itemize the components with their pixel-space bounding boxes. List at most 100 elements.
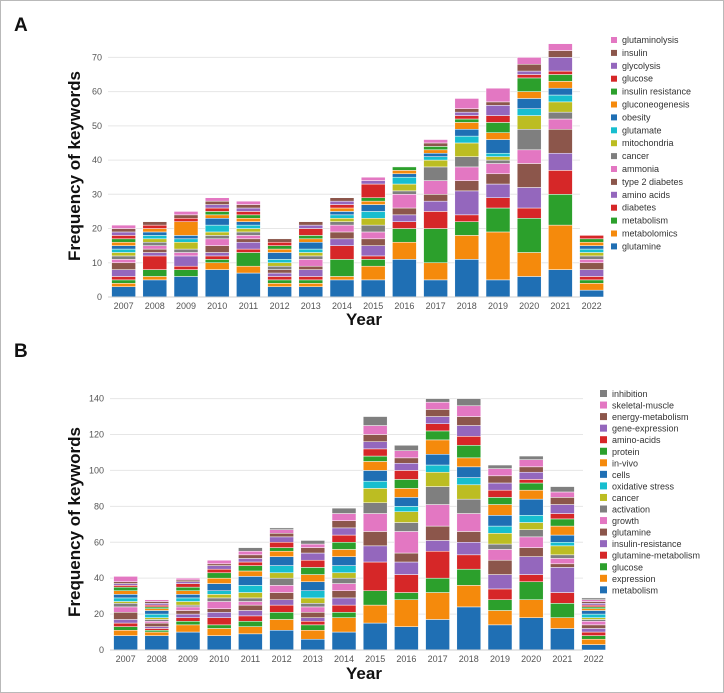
- panel-a-bar-segment: [423, 262, 448, 281]
- panel-a-bar-segment: [454, 129, 480, 137]
- panel-a-x-tick-label: 2017: [426, 301, 446, 311]
- panel-b-bar-segment: [144, 604, 170, 608]
- panel-b-bar-segment: [394, 531, 419, 554]
- panel-a-bar-segment: [267, 265, 292, 270]
- panel-b-bar-segment: [331, 617, 357, 633]
- panel-b-bar-segment: [175, 581, 201, 584]
- panel-a-bar-segment: [579, 289, 604, 298]
- panel-b-bar-segment: [269, 529, 294, 534]
- panel-b-bar-segment: [238, 615, 263, 622]
- panel-a-legend-label: glutaminolysis: [622, 35, 679, 45]
- panel-b-bar-segment: [331, 612, 357, 618]
- panel-b-bar-segment: [144, 608, 170, 611]
- panel-a-bar-segment: [298, 276, 324, 281]
- panel-b-legend-swatch: [600, 413, 607, 421]
- panel-a-bar-segment: [111, 255, 136, 260]
- panel-a-bar-segment: [267, 248, 292, 253]
- panel-a-bar-segment: [111, 224, 136, 229]
- panel-b-bar-segment: [550, 554, 575, 559]
- panel-a-bar-segment: [204, 211, 230, 216]
- panel-a-bar-segment: [142, 279, 168, 298]
- panel-a-bar-segment: [392, 228, 417, 243]
- panel-a-bar-segment: [360, 211, 386, 219]
- panel-b-bar-segment: [425, 540, 450, 552]
- panel-b-bar-segment: [331, 520, 357, 529]
- panel-b-bar-segment: [300, 540, 326, 545]
- panel-b-bar-segment: [456, 542, 482, 556]
- panel-b-bar-segment: [269, 550, 294, 557]
- panel-a-bar-segment: [142, 269, 168, 277]
- panel-a-bar-segment: [454, 108, 480, 113]
- panel-b-bar-segment: [206, 590, 232, 595]
- panel-b-bar-segment: [487, 574, 513, 590]
- panel-a-legend-label: gluconeogenesis: [622, 100, 690, 110]
- panel-b-bar-segment: [425, 454, 450, 466]
- panel-b-bar-segment: [362, 590, 388, 606]
- panel-b-bar-segment: [425, 577, 450, 593]
- panel-b-bar-segment: [238, 570, 263, 577]
- panel-b-bar-segment: [456, 457, 482, 468]
- panel-a-bar-segment: [204, 207, 230, 212]
- panel-a-bar-segment: [423, 146, 448, 151]
- panel-a-bar-segment: [516, 63, 542, 72]
- panel-b-bar-segment: [300, 590, 326, 599]
- panel-b-bar-segment: [394, 479, 419, 489]
- panel-a-bar-segment: [516, 74, 542, 79]
- panel-b-legend-label: oxidative stress: [612, 481, 675, 491]
- panel-a-bar-segment: [548, 194, 573, 226]
- panel-a-bar-segment: [111, 279, 136, 284]
- panel-a-bar-segment: [392, 170, 417, 175]
- panel-a-bar-segment: [204, 252, 230, 257]
- panel-b-bar-segment: [518, 515, 544, 523]
- panel-b-bar-segment: [394, 450, 419, 459]
- panel-b-bar-segment: [362, 622, 388, 651]
- panel-a-bar-segment: [454, 135, 480, 144]
- panel-b-bar-segment: [581, 606, 606, 609]
- panel-b-legend-swatch: [600, 528, 607, 536]
- panel-b-bar-segment: [487, 549, 513, 561]
- panel-a-bar-segment: [111, 286, 136, 298]
- panel-a-legend-label: ammonia: [622, 164, 659, 174]
- panel-a-x-tick-label: 2021: [550, 301, 570, 311]
- panel-a-bar-segment: [111, 259, 136, 264]
- panel-b-bar-segment: [175, 610, 201, 615]
- panel-b-bar-segment: [331, 604, 357, 613]
- panel-b-bar-segment: [394, 574, 419, 593]
- panel-b-bar-segment: [425, 525, 450, 541]
- panel-a-bar-segment: [329, 218, 355, 222]
- panel-b-bar-segment: [113, 603, 138, 608]
- panel-b-bar-segment: [487, 610, 513, 626]
- panel-b-legend-label: protein: [612, 447, 640, 457]
- panel-a-legend-swatch: [611, 62, 617, 69]
- panel-a-bar-segment: [360, 180, 386, 185]
- panel-b-bar-segment: [331, 542, 357, 550]
- panel-b-bar-segment: [144, 599, 170, 602]
- panel-a-bar-segment: [267, 262, 292, 267]
- panel-a-bar-segment: [392, 166, 417, 171]
- panel-b-bar-segment: [300, 543, 326, 548]
- panel-a-bar-segment: [329, 224, 355, 233]
- panel-a-bar-segment: [142, 276, 168, 281]
- panel-a-bar-segment: [579, 262, 604, 270]
- panel-a-bar-segment: [548, 129, 573, 154]
- panel-b-bar-segment: [300, 621, 326, 626]
- panel-a-bar-segment: [236, 207, 261, 212]
- panel-b-bar-segment: [206, 608, 232, 613]
- panel-b-bar-segment: [456, 477, 482, 486]
- panel-b-bar-segment: [425, 439, 450, 455]
- panel-a-bar-segment: [516, 163, 542, 188]
- panel-b-bar-segment: [144, 622, 170, 627]
- panel-b-bar-segment: [113, 612, 138, 620]
- panel-a-bar-segment: [392, 214, 417, 222]
- panel-a-bar-segment: [579, 245, 604, 250]
- panel-a-bar-segment: [173, 218, 199, 222]
- panel-b-legend-label: glutamine: [612, 528, 651, 538]
- panel-b-bar-segment: [394, 599, 419, 627]
- panel-b-bar-segment: [456, 425, 482, 437]
- panel-a-bar-segment: [485, 163, 511, 175]
- panel-b-bar-segment: [175, 586, 201, 591]
- panel-a-bar-segment: [111, 283, 136, 287]
- panel-a-bar-segment: [111, 245, 136, 250]
- panel-a-legend-swatch: [611, 230, 617, 237]
- panel-a-bar-segment: [173, 265, 199, 270]
